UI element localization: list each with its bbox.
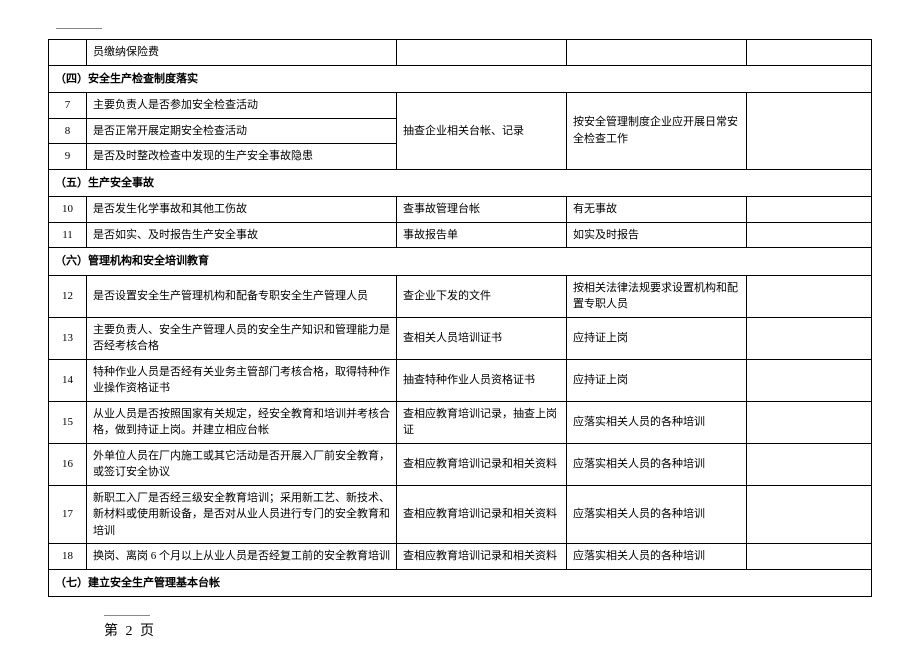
cell-num: 17 xyxy=(49,485,87,544)
section-row: （五）生产安全事故 xyxy=(49,169,872,197)
cell-desc: 员缴纳保险费 xyxy=(87,40,397,66)
table-row: 11 是否如实、及时报告生产安全事故 事故报告单 如实及时报告 xyxy=(49,222,872,248)
cell-req: 应落实相关人员的各种培训 xyxy=(567,443,747,485)
section-title: （六）管理机构和安全培训教育 xyxy=(49,248,872,276)
section-title: （四）安全生产检查制度落实 xyxy=(49,65,872,93)
cell-desc: 是否及时整改检查中发现的生产安全事故隐患 xyxy=(87,144,397,170)
table-row: 7 主要负责人是否参加安全检查活动 抽查企业相关台帐、记录 按安全管理制度企业应… xyxy=(49,93,872,119)
cell-req: 应落实相关人员的各种培训 xyxy=(567,485,747,544)
cell-check xyxy=(397,40,567,66)
cell-desc: 从业人员是否按照国家有关规定，经安全教育和培训并考核合格，做到持证上岗。并建立相… xyxy=(87,401,397,443)
section-title: （七）建立安全生产管理基本台帐 xyxy=(49,569,872,597)
footer-rule xyxy=(104,615,150,616)
cell-num xyxy=(49,40,87,66)
cell-desc: 是否设置安全生产管理机构和配备专职安全生产管理人员 xyxy=(87,275,397,317)
cell-check: 查相应教育培训记录和相关资料 xyxy=(397,485,567,544)
cell-desc: 新职工入厂是否经三级安全教育培训；采用新工艺、新技术、新材料或使用新设备，是否对… xyxy=(87,485,397,544)
cell-num: 9 xyxy=(49,144,87,170)
cell-check: 查事故管理台帐 xyxy=(397,197,567,223)
table-row: 10 是否发生化学事故和其他工伤故 查事故管理台帐 有无事故 xyxy=(49,197,872,223)
cell-num: 11 xyxy=(49,222,87,248)
cell-check: 抽查特种作业人员资格证书 xyxy=(397,359,567,401)
cell-last xyxy=(747,93,872,170)
cell-num: 15 xyxy=(49,401,87,443)
cell-num: 10 xyxy=(49,197,87,223)
cell-num: 8 xyxy=(49,118,87,144)
cell-num: 7 xyxy=(49,93,87,119)
section-title: （五）生产安全事故 xyxy=(49,169,872,197)
cell-desc: 是否发生化学事故和其他工伤故 xyxy=(87,197,397,223)
cell-last xyxy=(747,317,872,359)
cell-check: 查企业下发的文件 xyxy=(397,275,567,317)
cell-last xyxy=(747,197,872,223)
cell-last xyxy=(747,443,872,485)
inspection-table: 员缴纳保险费 （四）安全生产检查制度落实 7 主要负责人是否参加安全检查活动 抽… xyxy=(48,39,872,597)
table-row: 14 特种作业人员是否经有关业务主管部门考核合格，取得特种作业操作资格证书 抽查… xyxy=(49,359,872,401)
cell-check: 查相应教育培训记录和相关资料 xyxy=(397,544,567,570)
cell-num: 16 xyxy=(49,443,87,485)
section-row: （六）管理机构和安全培训教育 xyxy=(49,248,872,276)
cell-req: 应落实相关人员的各种培训 xyxy=(567,544,747,570)
cell-last xyxy=(747,359,872,401)
table-row: 15 从业人员是否按照国家有关规定，经安全教育和培训并考核合格，做到持证上岗。并… xyxy=(49,401,872,443)
cell-num: 12 xyxy=(49,275,87,317)
page-number: 第 2 页 xyxy=(48,620,872,640)
cell-req: 应持证上岗 xyxy=(567,359,747,401)
cell-req: 按安全管理制度企业应开展日常安全检查工作 xyxy=(567,93,747,170)
cell-req: 如实及时报告 xyxy=(567,222,747,248)
cell-desc: 是否正常开展定期安全检查活动 xyxy=(87,118,397,144)
cell-last xyxy=(747,401,872,443)
cell-last xyxy=(747,275,872,317)
cell-check: 查相应教育培训记录和相关资料 xyxy=(397,443,567,485)
cell-num: 14 xyxy=(49,359,87,401)
cell-req: 应持证上岗 xyxy=(567,317,747,359)
top-rule xyxy=(56,28,102,29)
cell-last xyxy=(747,544,872,570)
section-row: （四）安全生产检查制度落实 xyxy=(49,65,872,93)
cell-desc: 外单位人员在厂内施工或其它活动是否开展入厂前安全教育，或签订安全协议 xyxy=(87,443,397,485)
table-row: 18 换岗、离岗 6 个月以上从业人员是否经复工前的安全教育培训 查相应教育培训… xyxy=(49,544,872,570)
section-row: （七）建立安全生产管理基本台帐 xyxy=(49,569,872,597)
cell-desc: 换岗、离岗 6 个月以上从业人员是否经复工前的安全教育培训 xyxy=(87,544,397,570)
cell-check: 查相关人员培训证书 xyxy=(397,317,567,359)
cell-desc: 是否如实、及时报告生产安全事故 xyxy=(87,222,397,248)
cell-req: 应落实相关人员的各种培训 xyxy=(567,401,747,443)
cell-check: 事故报告单 xyxy=(397,222,567,248)
cell-desc: 特种作业人员是否经有关业务主管部门考核合格，取得特种作业操作资格证书 xyxy=(87,359,397,401)
cell-req xyxy=(567,40,747,66)
table-row: 17 新职工入厂是否经三级安全教育培训；采用新工艺、新技术、新材料或使用新设备，… xyxy=(49,485,872,544)
footer xyxy=(48,615,872,616)
cell-last xyxy=(747,40,872,66)
cell-req: 按相关法律法规要求设置机构和配置专职人员 xyxy=(567,275,747,317)
table-row: 12 是否设置安全生产管理机构和配备专职安全生产管理人员 查企业下发的文件 按相… xyxy=(49,275,872,317)
cell-req: 有无事故 xyxy=(567,197,747,223)
page-container: 员缴纳保险费 （四）安全生产检查制度落实 7 主要负责人是否参加安全检查活动 抽… xyxy=(0,0,920,640)
cell-last xyxy=(747,222,872,248)
cell-num: 13 xyxy=(49,317,87,359)
cell-num: 18 xyxy=(49,544,87,570)
cell-check: 抽查企业相关台帐、记录 xyxy=(397,93,567,170)
table-row: 13 主要负责人、安全生产管理人员的安全生产知识和管理能力是否经考核合格 查相关… xyxy=(49,317,872,359)
cell-desc: 主要负责人是否参加安全检查活动 xyxy=(87,93,397,119)
table-row: 16 外单位人员在厂内施工或其它活动是否开展入厂前安全教育，或签订安全协议 查相… xyxy=(49,443,872,485)
table-row: 员缴纳保险费 xyxy=(49,40,872,66)
cell-desc: 主要负责人、安全生产管理人员的安全生产知识和管理能力是否经考核合格 xyxy=(87,317,397,359)
cell-last xyxy=(747,485,872,544)
cell-check: 查相应教育培训记录，抽查上岗证 xyxy=(397,401,567,443)
